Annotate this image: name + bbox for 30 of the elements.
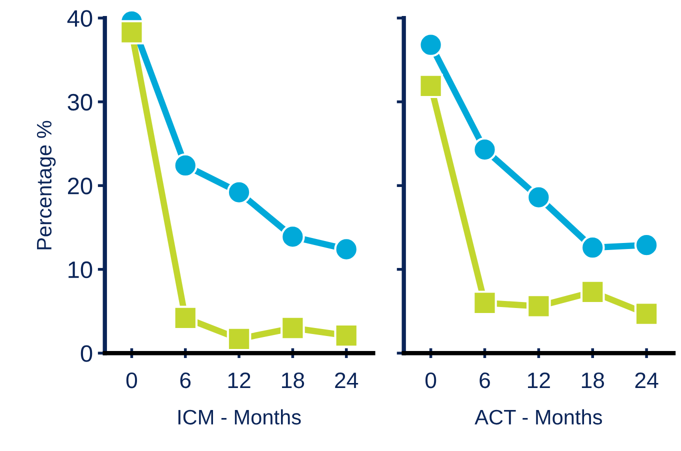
point: [226, 180, 252, 204]
x-tick-label: 18: [582, 372, 604, 388]
y-tick-label: 30: [68, 94, 92, 111]
point: [280, 316, 305, 340]
x-tick-label: 24: [335, 372, 358, 388]
point: [472, 137, 497, 162]
y-tick-label: 10: [68, 261, 92, 278]
point: [580, 235, 605, 260]
x-tick-label: 12: [528, 372, 550, 388]
y-tick-label: 40: [67, 10, 92, 27]
point: [280, 224, 305, 249]
point: [526, 294, 551, 318]
x-tick-label: 0: [425, 372, 436, 388]
x-axis-title: ACT - Months: [474, 409, 602, 425]
x-tick-label: 6: [480, 372, 490, 388]
y-axis-title: Percentage %: [36, 120, 56, 250]
y-tick-label: 20: [68, 178, 92, 194]
point: [418, 32, 443, 58]
point: [634, 302, 659, 326]
x-tick-label: 18: [282, 372, 304, 388]
x-axis-title: ICM - Months: [178, 409, 301, 425]
x-tick-label: 0: [126, 372, 138, 388]
point: [120, 20, 144, 44]
point: [526, 185, 551, 210]
x-tick-label: 6: [180, 372, 191, 388]
point: [418, 74, 443, 98]
x-tick-label: 24: [635, 372, 658, 388]
y-tick-label: 0: [80, 345, 92, 362]
point: [226, 326, 252, 352]
x-tick-label: 12: [228, 372, 250, 388]
